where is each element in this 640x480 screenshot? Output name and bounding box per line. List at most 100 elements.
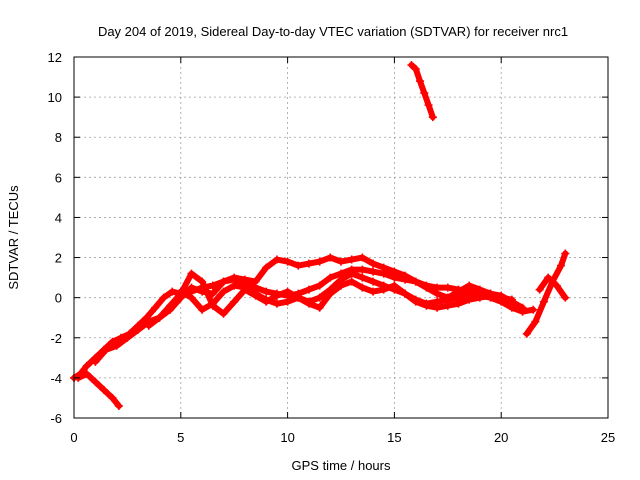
data-point xyxy=(240,283,249,292)
data-point xyxy=(497,293,506,302)
data-point xyxy=(219,277,228,286)
data-point xyxy=(424,101,433,110)
data-point xyxy=(507,295,516,304)
data-point xyxy=(411,277,420,286)
data-point xyxy=(315,257,324,266)
data-point xyxy=(428,113,437,122)
series-track-8 xyxy=(535,273,570,302)
plot-frame xyxy=(73,56,609,419)
data-point xyxy=(151,303,160,312)
data-point xyxy=(315,293,324,302)
series-line xyxy=(536,274,569,301)
y-tick-label: -6 xyxy=(50,411,62,426)
y-axis-label: SDTVAR / TECUs xyxy=(6,185,21,290)
data-point xyxy=(208,299,217,308)
data-point xyxy=(454,299,463,308)
chart-title: Day 204 of 2019, Sidereal Day-to-day VTE… xyxy=(98,24,568,39)
series-track-5 xyxy=(176,277,506,314)
data-point xyxy=(561,293,570,302)
data-point xyxy=(379,285,388,294)
data-point xyxy=(407,61,416,70)
data-point xyxy=(358,253,367,262)
data-point xyxy=(358,283,367,292)
data-point xyxy=(99,385,108,394)
data-point xyxy=(557,261,566,270)
data-point xyxy=(155,313,164,322)
y-tick-label: 6 xyxy=(55,170,62,185)
y-tick-label: -4 xyxy=(50,371,62,386)
data-point xyxy=(208,281,217,290)
data-point xyxy=(112,341,121,350)
data-point xyxy=(123,333,132,342)
data-point xyxy=(240,275,249,284)
y-tick-label: 2 xyxy=(55,251,62,266)
data-point xyxy=(390,281,399,290)
data-point xyxy=(443,283,452,292)
data-point xyxy=(283,257,292,266)
data-point xyxy=(304,259,313,268)
data-point xyxy=(283,287,292,296)
data-point xyxy=(433,289,442,298)
data-point xyxy=(82,361,91,370)
data-point xyxy=(433,303,442,312)
data-point xyxy=(369,287,378,296)
data-point xyxy=(358,265,367,274)
data-point xyxy=(411,65,420,74)
data-point xyxy=(114,401,123,410)
x-tick-label: 0 xyxy=(70,430,77,445)
series-track-1 xyxy=(70,265,527,382)
data-point xyxy=(168,287,177,296)
data-point xyxy=(465,295,474,304)
data-point xyxy=(219,309,228,318)
data-point xyxy=(187,269,196,278)
series-track-6 xyxy=(407,61,437,122)
data-point xyxy=(315,303,324,312)
data-point xyxy=(544,273,553,282)
y-tick-label: 0 xyxy=(55,291,62,306)
data-point xyxy=(219,287,228,296)
x-tick-label: 5 xyxy=(177,430,184,445)
data-point xyxy=(401,271,410,280)
y-tick-label: 10 xyxy=(48,90,62,105)
data-point xyxy=(262,295,271,304)
grid xyxy=(74,57,608,418)
x-tick-label: 25 xyxy=(601,430,615,445)
data-point xyxy=(535,285,544,294)
data-point xyxy=(272,291,281,300)
data-point xyxy=(443,301,452,310)
data-point xyxy=(82,369,91,378)
data-point xyxy=(369,277,378,286)
data-point xyxy=(561,249,570,258)
x-tick-label: 15 xyxy=(387,430,401,445)
data-point xyxy=(347,277,356,286)
data-point xyxy=(304,285,313,294)
data-point xyxy=(144,321,153,330)
data-point xyxy=(422,283,431,292)
y-tick-label: 8 xyxy=(55,130,62,145)
data-point xyxy=(358,273,367,282)
data-point xyxy=(294,293,303,302)
data-point xyxy=(529,305,538,314)
data-point xyxy=(326,273,335,282)
data-point xyxy=(272,299,281,308)
data-point xyxy=(531,317,540,326)
series-track-2 xyxy=(74,369,123,410)
data-point xyxy=(91,377,100,386)
data-point xyxy=(159,293,168,302)
data-point xyxy=(539,297,548,306)
data-point xyxy=(486,291,495,300)
data-point xyxy=(347,255,356,264)
x-tick-label: 20 xyxy=(494,430,508,445)
data-point xyxy=(283,297,292,306)
data-point xyxy=(91,357,100,366)
x-tick-label: 10 xyxy=(280,430,294,445)
data-point xyxy=(304,299,313,308)
data-point xyxy=(465,281,474,290)
data-point xyxy=(411,297,420,306)
data-point xyxy=(251,277,260,286)
data-point xyxy=(337,281,345,290)
data-point xyxy=(369,267,378,276)
data-point xyxy=(507,303,516,312)
data-point xyxy=(315,281,324,290)
